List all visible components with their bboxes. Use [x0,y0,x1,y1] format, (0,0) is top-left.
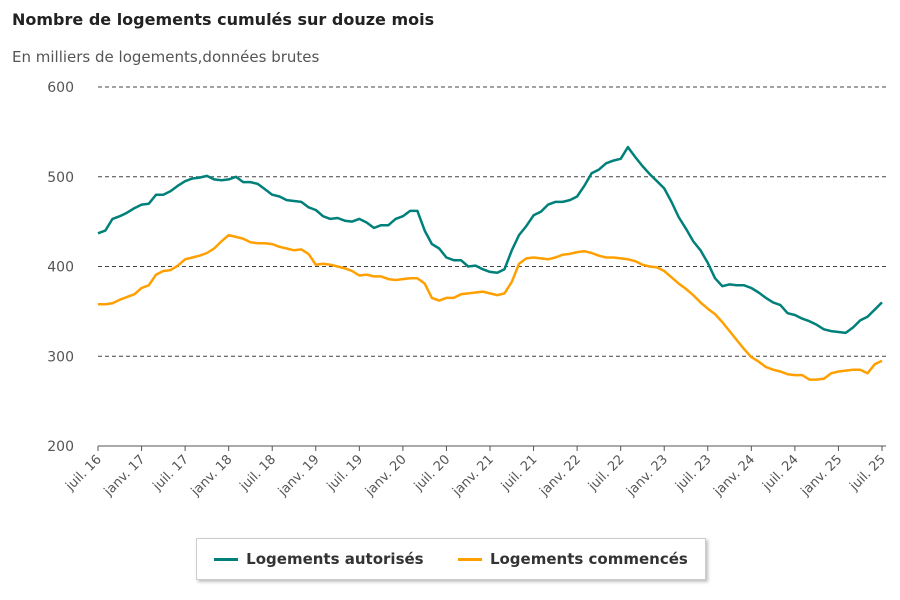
x-tick-label: juil. 21 [498,452,540,494]
y-tick-label: 600 [47,80,74,96]
x-tick-label: juil. 22 [585,452,627,494]
x-tick-label: juil. 16 [62,452,104,494]
y-tick-label: 400 [47,260,74,276]
chart-subtitle: En milliers de logements,données brutes [12,48,320,66]
legend-swatch [457,557,482,561]
x-tick-label: janv. 22 [536,452,584,500]
y-tick-label: 500 [47,170,74,186]
legend-swatch [214,557,239,561]
legend-item-autorises[interactable]: Logements autorisés [214,550,424,568]
y-tick-label: 300 [47,349,74,365]
x-tick-label: juil. 25 [846,452,888,494]
chart-title: Nombre de logements cumulés sur douze mo… [12,10,435,29]
x-tick-label: janv. 25 [798,452,846,500]
legend-item-commences[interactable]: Logements commencés [457,550,688,568]
legend: Logements autorisés Logements commencés [196,538,706,580]
x-tick-label: janv. 17 [101,452,149,500]
y-tick-label: 200 [47,439,74,455]
x-tick-label: janv. 24 [711,452,759,500]
x-tick-label: juil. 20 [411,452,453,494]
x-tick-label: juil. 17 [150,452,192,494]
x-tick-label: juil. 18 [237,452,279,494]
x-tick-label: juil. 19 [324,452,366,494]
x-tick-label: juil. 23 [672,452,714,494]
x-tick-label: janv. 21 [449,452,497,500]
series-line-commences [98,233,883,381]
series-line-autorises [97,145,883,335]
x-tick-label: janv. 23 [623,452,671,500]
x-tick-label: juil. 24 [759,452,801,494]
x-tick-label: janv. 20 [362,452,410,500]
legend-label: Logements autorisés [246,550,424,568]
legend-label: Logements commencés [489,550,688,568]
x-tick-label: janv. 19 [275,452,323,500]
x-tick-label: janv. 18 [188,452,236,500]
